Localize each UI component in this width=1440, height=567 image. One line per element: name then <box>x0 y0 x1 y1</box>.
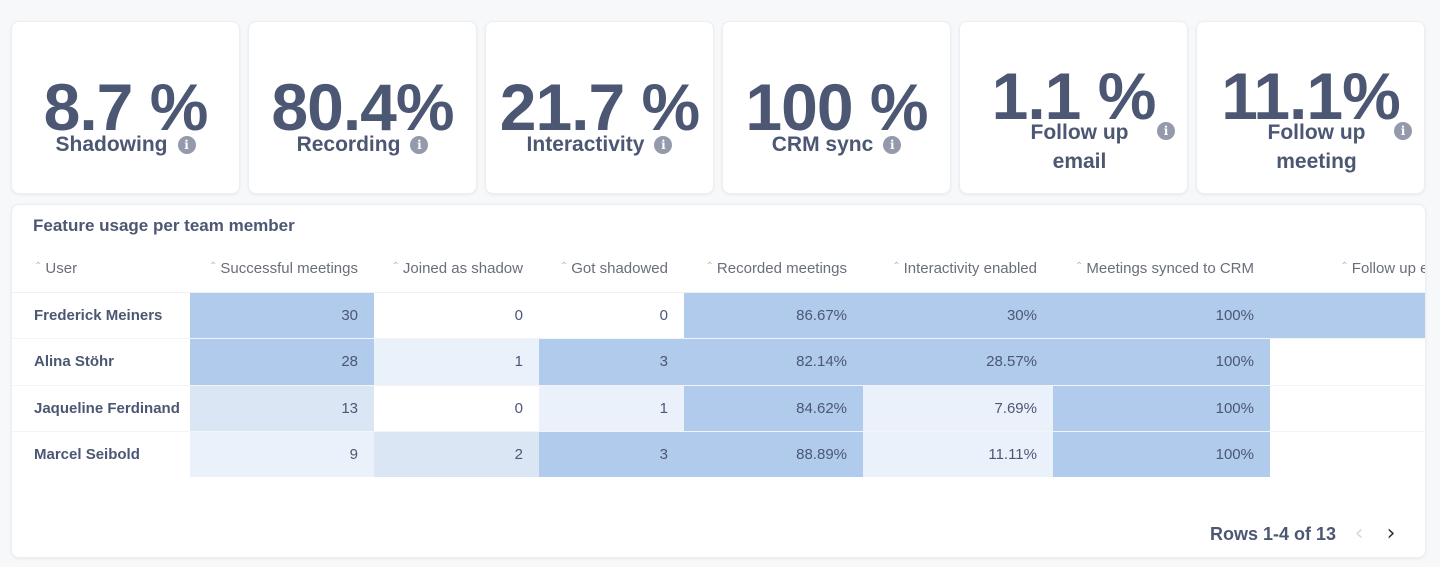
kpi-value: 1.1 % <box>991 59 1157 133</box>
table-cell: 0 <box>539 292 684 339</box>
kpi-value: 8.7 % <box>43 70 209 144</box>
sort-caret-icon: ⌃ <box>209 260 218 272</box>
table-cell: 100% <box>1053 292 1270 339</box>
table-cell: 1 <box>539 385 684 432</box>
info-icon[interactable]: i <box>883 135 902 154</box>
kpi-label: Follow up meeting <box>1267 121 1366 173</box>
info-icon[interactable]: i <box>1394 122 1412 140</box>
column-header-label: Meetings synced to CRM <box>1086 259 1254 277</box>
table-cell: 30 <box>190 292 374 339</box>
column-header-label: Successful meetings <box>220 259 358 277</box>
table-cell: 100% <box>1053 385 1270 432</box>
kpi-label: Recording <box>296 133 401 156</box>
sort-caret-icon: ⌃ <box>1075 260 1084 272</box>
table-cell: 0 <box>374 385 539 432</box>
kpi-card-interactivity[interactable]: 21.7 % Interactivity i <box>485 21 714 194</box>
column-header-label: Interactivity enabled <box>903 259 1037 277</box>
kpi-label: CRM sync <box>771 133 874 156</box>
info-icon[interactable]: i <box>410 135 429 154</box>
sort-caret-icon: ⌃ <box>391 260 400 272</box>
table-cell: 100% <box>1053 338 1270 386</box>
table-cell: 11.11% <box>863 431 1053 477</box>
card-title: Feature usage per team member <box>33 216 295 235</box>
column-header-label: Follow up email se <box>1351 259 1425 277</box>
user-name-cell: Alina Stöhr <box>12 338 190 386</box>
table-cell: 0 <box>374 292 539 339</box>
table-cell: 2 <box>374 431 539 477</box>
kpi-card-follow-up-email[interactable]: 1.1 % Follow up email i <box>959 21 1188 194</box>
sort-caret-icon: ⌃ <box>559 260 569 272</box>
kpi-card-follow-up-meeting[interactable]: 11.1% Follow up meeting i <box>1196 21 1425 194</box>
info-icon[interactable]: i <box>654 135 673 154</box>
table-cell: 28 <box>190 338 374 386</box>
kpi-value: 11.1% <box>1221 59 1401 133</box>
column-header-label: Got shadowed <box>571 259 668 277</box>
table-cell: 86.67% <box>684 292 863 339</box>
kpi-value: 100 % <box>745 70 928 144</box>
table-cell: 84.62% <box>684 385 863 432</box>
kpi-label: Interactivity <box>526 133 645 156</box>
table-cell: 9 <box>190 431 374 477</box>
table-cell: 3 <box>539 338 684 386</box>
table-cell: 13 <box>190 385 374 432</box>
sort-caret-icon: ⌃ <box>892 260 901 272</box>
column-header[interactable]: ⌃ Meetings synced to CRM <box>1053 245 1270 293</box>
table-cell: 30% <box>863 292 1053 339</box>
table-header-row: ⌃ User ⌃ Successful meetings ⌃ Joined as shad… <box>12 245 1425 293</box>
user-name-cell: Jaqueline Ferdinand <box>12 385 190 432</box>
table-cell: 3 <box>539 431 684 477</box>
column-header[interactable]: ⌃ Joined as shadow <box>374 245 539 293</box>
pagination: Rows 1-4 of 13 ‹ › <box>1210 523 1400 545</box>
column-header[interactable]: ⌃ Recorded meetings <box>684 245 863 293</box>
chevron-left-icon[interactable]: ‹ <box>1354 521 1364 546</box>
info-icon[interactable]: i <box>177 135 196 154</box>
sort-caret-icon: ⌃ <box>34 260 43 272</box>
feature-usage-card: Feature usage per team member ⌃ User ⌃ Succ… <box>11 204 1426 558</box>
chevron-right-icon[interactable]: › <box>1386 521 1396 546</box>
column-header-label: User <box>45 259 78 277</box>
table-cell: 100% <box>1053 431 1270 477</box>
kpi-card-recording[interactable]: 80.4% Recording i <box>248 21 477 194</box>
kpi-card-shadowing[interactable]: 8.7 % Shadowing i <box>11 21 240 194</box>
kpi-label: Shadowing <box>55 133 168 156</box>
column-header-label: Recorded meetings <box>716 259 847 277</box>
table-cell: 0 <box>1270 338 1425 386</box>
table-cell: 0 <box>1270 385 1425 432</box>
user-name-cell: Frederick Meiners <box>12 292 190 339</box>
kpi-value: 21.7 % <box>499 70 700 144</box>
column-header[interactable]: ⌃ Interactivity enabled <box>863 245 1053 293</box>
table-cell: 1 <box>374 338 539 386</box>
table-cell: 3.33 <box>1270 292 1425 339</box>
table-cell: 0 <box>1270 431 1425 477</box>
column-header-user[interactable]: ⌃ User <box>12 245 190 293</box>
kpi-value: 80.4% <box>271 70 454 144</box>
table-body: Frederick Meiners300086.67%30%100%3.33Al… <box>12 292 1425 477</box>
kpi-card-crm-sync[interactable]: 100 % CRM sync i <box>722 21 951 194</box>
column-header-label: Joined as shadow <box>402 259 523 277</box>
table-cell: 7.69% <box>863 385 1053 432</box>
sort-caret-icon: ⌃ <box>1340 260 1349 272</box>
info-icon[interactable]: i <box>1157 122 1175 140</box>
column-header[interactable]: ⌃Follow up email se <box>1270 245 1425 293</box>
user-name-cell: Marcel Seibold <box>12 431 190 477</box>
rows-count-label: Rows 1-4 of 13 <box>1209 523 1336 544</box>
column-header[interactable]: ⌃ Got shadowed <box>539 245 684 293</box>
sort-caret-icon: ⌃ <box>705 260 714 272</box>
column-header[interactable]: ⌃ Successful meetings <box>190 245 374 293</box>
kpi-label: Follow up email <box>1030 121 1129 173</box>
feature-usage-table: ⌃ User ⌃ Successful meetings ⌃ Joined as shad… <box>12 245 1425 477</box>
table-cell: 82.14% <box>684 338 863 386</box>
table-cell: 28.57% <box>863 338 1053 386</box>
kpi-row: 8.7 % Shadowing i 80.4% Recording i 21.7… <box>11 21 1425 194</box>
table-scroll-area[interactable]: ⌃ User ⌃ Successful meetings ⌃ Joined as shad… <box>12 245 1425 477</box>
table-cell: 88.89% <box>684 431 863 477</box>
